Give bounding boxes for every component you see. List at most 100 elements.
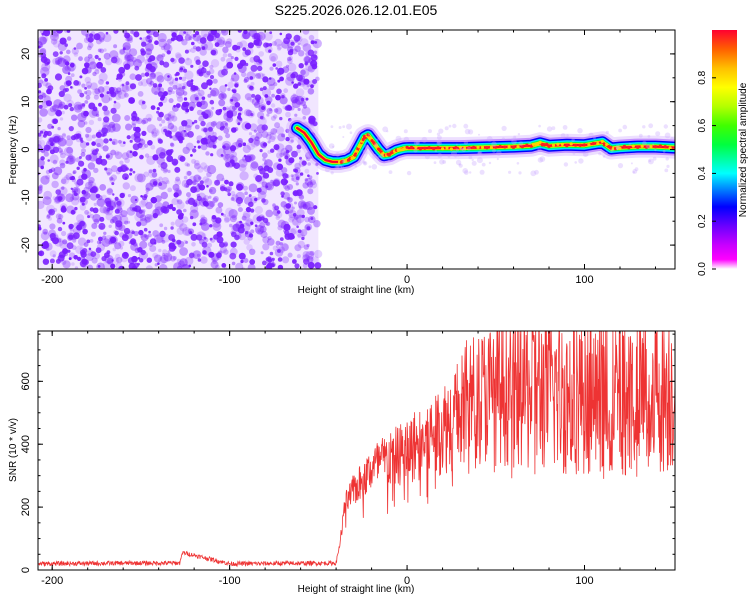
noise-blob <box>156 75 165 83</box>
noise-blob <box>186 80 194 87</box>
noise-blob <box>294 263 300 269</box>
noise-blob <box>167 120 172 125</box>
noise-blob <box>257 165 264 171</box>
noise-blob <box>250 64 258 72</box>
noise-blob <box>207 126 213 132</box>
noise-blob <box>154 71 164 82</box>
noise-blob <box>65 160 69 164</box>
noise-blob <box>47 85 54 91</box>
noise-blob <box>296 74 303 82</box>
noise-blob <box>168 110 176 119</box>
noise-blob <box>84 91 88 95</box>
noise-blob <box>293 34 301 42</box>
noise-blob <box>215 217 222 224</box>
spectrogram-x-tick-label: 100 <box>575 274 593 286</box>
noise-blob <box>38 36 47 45</box>
noise-blob <box>224 215 231 222</box>
noise-blob <box>195 59 201 65</box>
noise-blob <box>38 45 41 49</box>
noise-blob <box>124 53 133 61</box>
noise-blob <box>156 110 160 114</box>
noise-blob <box>52 254 56 258</box>
noise-blob <box>218 93 225 100</box>
noise-blob <box>158 83 163 88</box>
ridge-halo <box>342 136 345 138</box>
noise-blob <box>78 160 85 167</box>
noise-blob <box>198 176 202 180</box>
noise-blob <box>97 86 105 93</box>
ridge-halo <box>665 157 669 161</box>
noise-blob <box>287 62 297 72</box>
noise-blob <box>280 147 289 156</box>
ridge-dot <box>445 146 449 150</box>
ridge-dot <box>668 146 672 150</box>
noise-blob <box>150 144 156 150</box>
ridge-halo <box>447 154 451 158</box>
noise-blob <box>270 103 276 108</box>
noise-blob <box>38 140 42 147</box>
noise-blob <box>141 130 147 136</box>
noise-blob <box>146 124 156 134</box>
noise-blob <box>201 82 208 90</box>
noise-blob <box>196 109 203 116</box>
ridge-dot <box>480 145 485 149</box>
ridge-halo <box>467 146 471 151</box>
noise-blob <box>118 212 122 216</box>
ridge-dot <box>511 145 516 149</box>
noise-blob <box>185 170 192 177</box>
noise-blob <box>225 162 231 168</box>
ridge-halo <box>588 132 594 138</box>
noise-blob <box>262 243 270 251</box>
noise-blob <box>312 38 322 49</box>
ridge-halo <box>518 141 524 147</box>
ridge-halo <box>340 165 345 170</box>
ridge-halo <box>456 154 460 157</box>
noise-blob <box>265 209 274 218</box>
noise-blob <box>209 189 213 193</box>
noise-blob <box>285 64 289 68</box>
noise-blob <box>130 195 139 204</box>
noise-blob <box>125 81 130 86</box>
ridge-halo <box>458 163 461 166</box>
noise-blob <box>237 207 243 213</box>
noise-blob <box>84 100 89 104</box>
noise-blob <box>306 181 314 188</box>
noise-blob <box>143 227 148 232</box>
noise-blob <box>186 192 191 198</box>
noise-blob <box>243 108 252 117</box>
noise-blob <box>104 252 110 259</box>
noise-blob <box>148 39 153 43</box>
ridge-halo <box>604 151 608 155</box>
noise-blob <box>62 248 69 255</box>
noise-blob <box>246 71 256 81</box>
noise-blob <box>244 93 252 101</box>
noise-blob <box>109 176 114 181</box>
noise-blob <box>161 53 166 58</box>
noise-blob <box>88 119 95 126</box>
noise-blob <box>124 115 131 121</box>
noise-blob <box>276 43 283 50</box>
noise-blob <box>272 179 280 187</box>
noise-blob <box>84 62 90 68</box>
noise-blob <box>238 106 243 112</box>
ridge-halo <box>508 170 512 174</box>
noise-blob <box>264 32 273 41</box>
noise-blob <box>139 240 148 249</box>
noise-blob <box>193 33 197 38</box>
noise-blob <box>92 88 101 97</box>
noise-blob <box>171 158 179 166</box>
noise-blob <box>294 162 301 170</box>
ridge-dot <box>605 142 609 147</box>
noise-blob <box>68 257 72 261</box>
ridge-halo <box>471 158 474 162</box>
noise-blob <box>244 122 252 130</box>
noise-blob <box>274 205 280 211</box>
noise-blob <box>79 137 83 141</box>
ridge-halo <box>357 160 361 164</box>
noise-blob <box>137 247 143 253</box>
noise-blob <box>91 108 99 117</box>
noise-blob <box>88 176 95 184</box>
noise-blob <box>150 72 156 78</box>
noise-blob <box>244 49 251 56</box>
ridge-halo <box>655 131 661 137</box>
